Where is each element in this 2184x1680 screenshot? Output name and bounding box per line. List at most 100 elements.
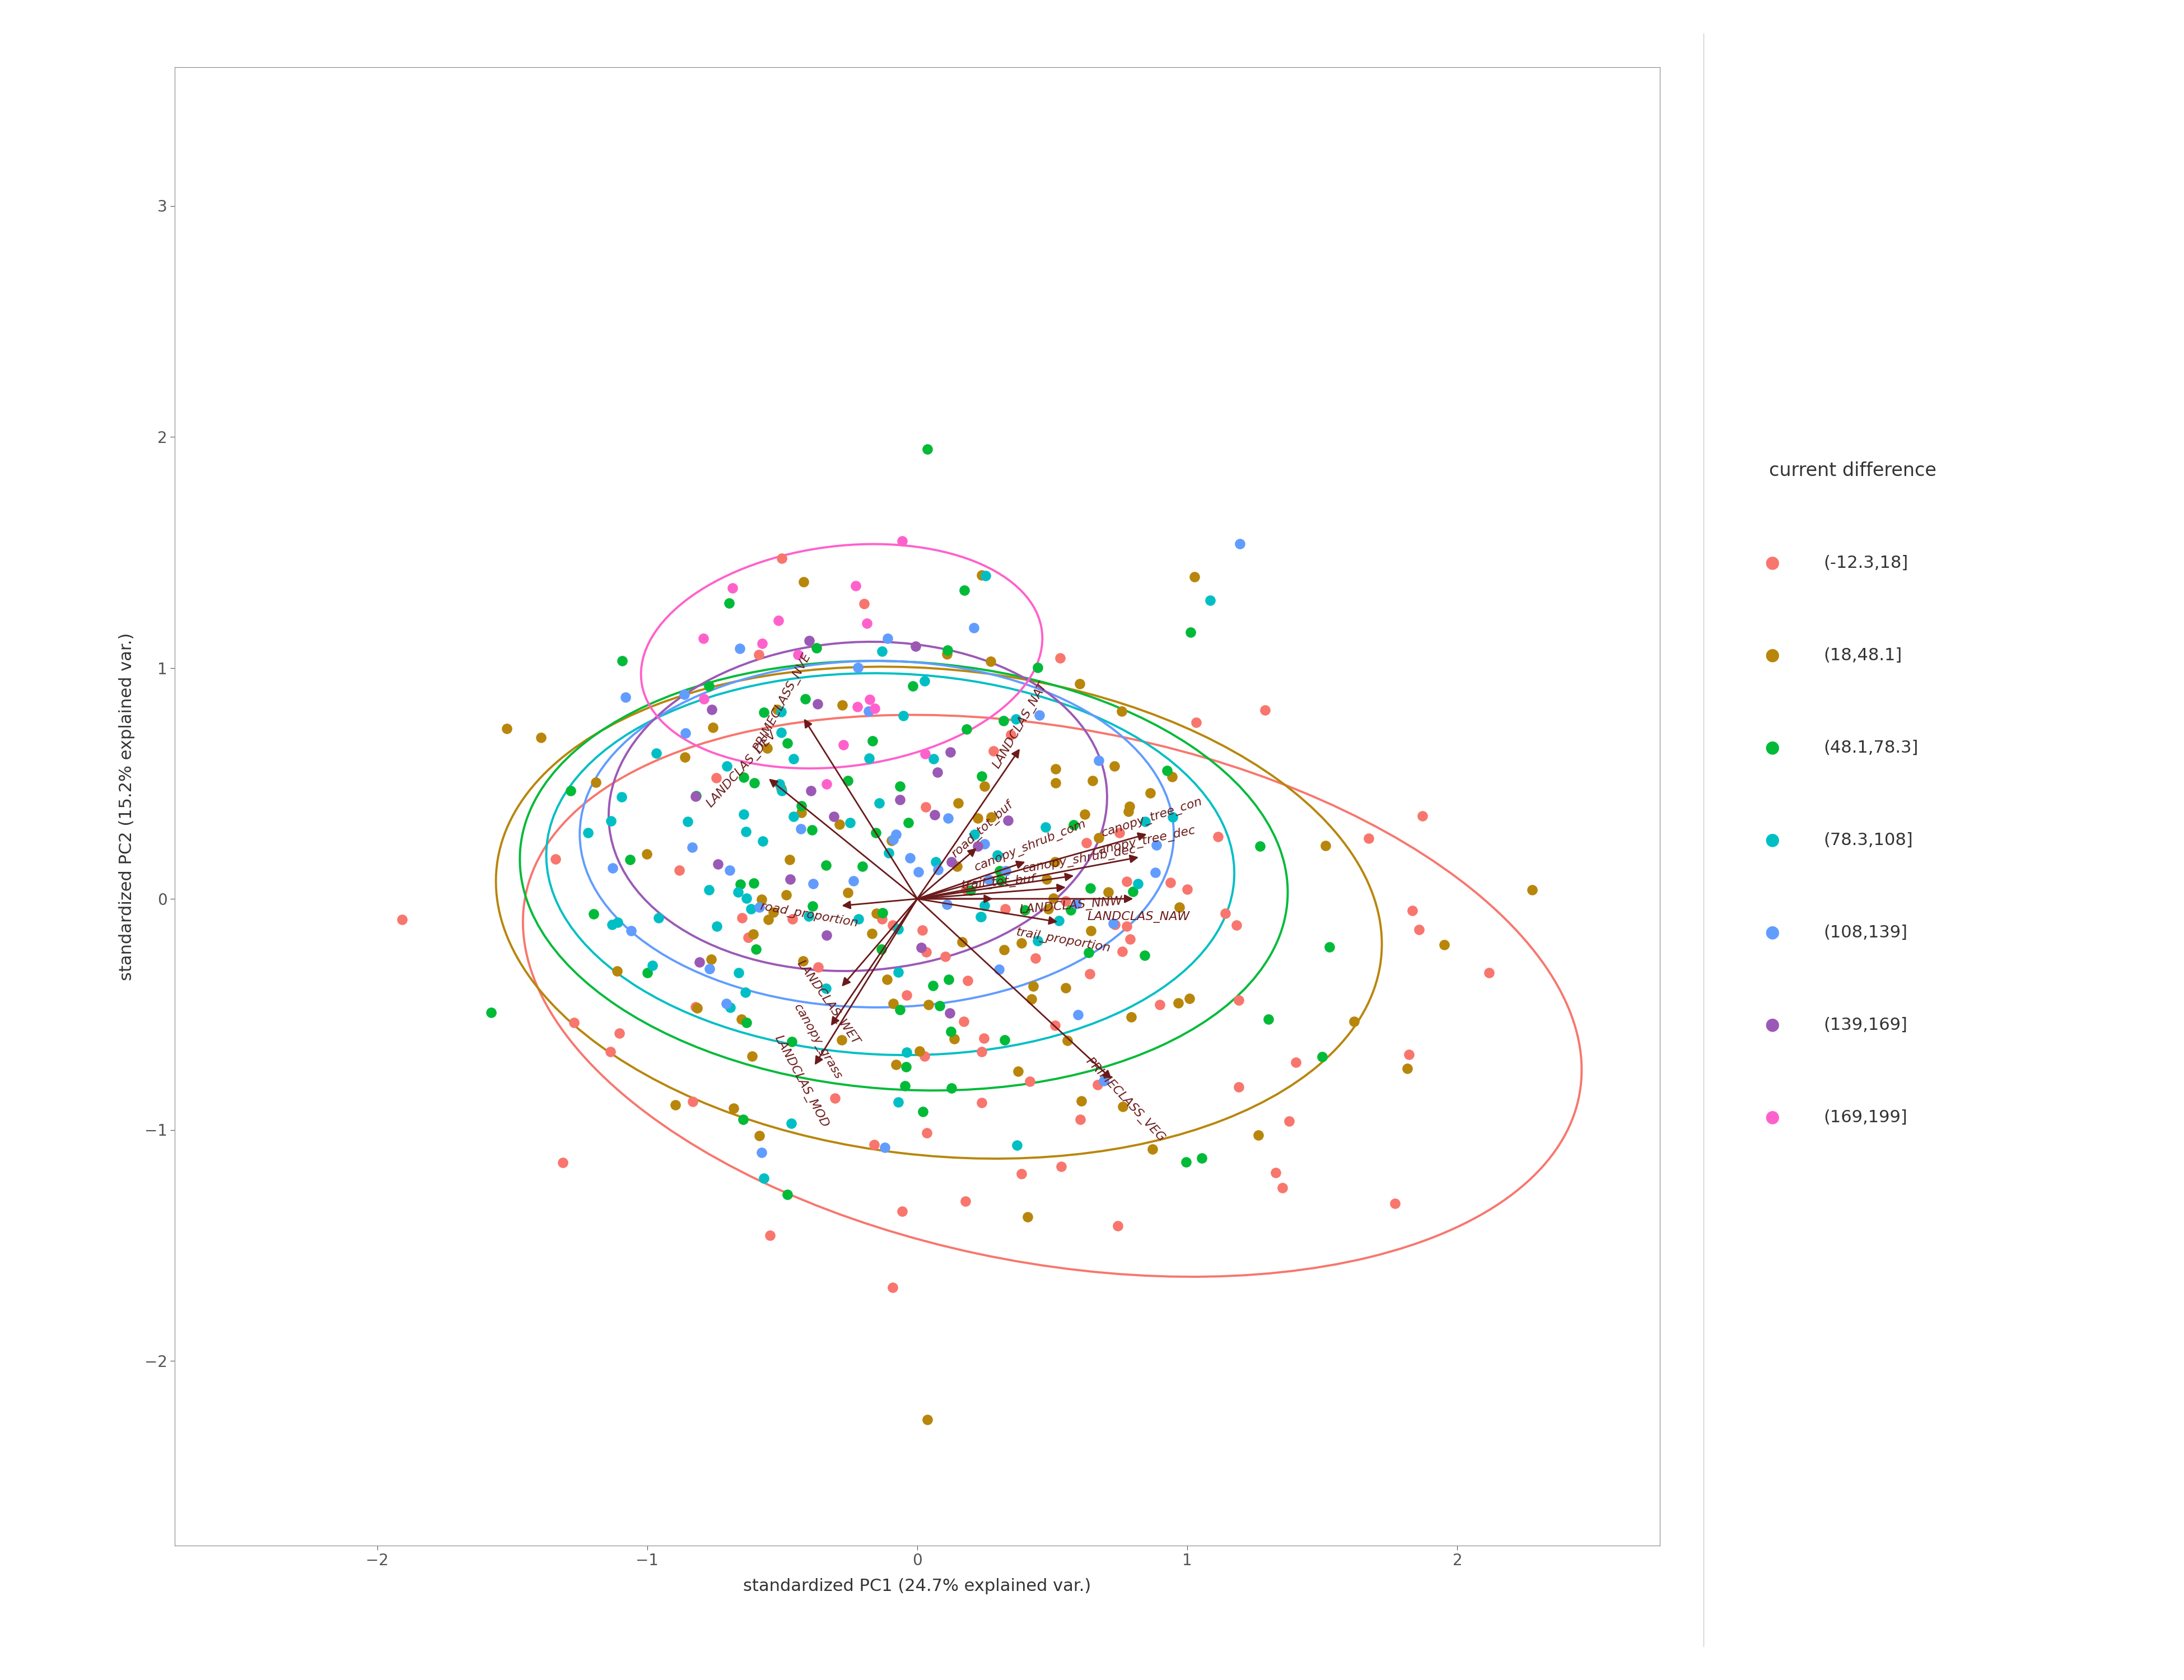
- Text: ●: ●: [1765, 1109, 1780, 1126]
- Point: [1013, 986, 1048, 1013]
- Point: [987, 936, 1022, 963]
- Point: [745, 885, 780, 912]
- Point: [686, 685, 721, 712]
- Text: (139,169]: (139,169]: [1824, 1016, 1907, 1033]
- Point: [596, 855, 631, 882]
- Point: [745, 630, 780, 657]
- Point: [784, 800, 819, 827]
- Point: [1070, 939, 1105, 966]
- Point: [891, 810, 926, 837]
- Point: [764, 699, 799, 726]
- Point: [841, 654, 876, 680]
- Point: [1020, 654, 1055, 680]
- Point: [1173, 618, 1208, 645]
- Point: [1391, 1042, 1426, 1068]
- Point: [830, 879, 865, 906]
- Point: [570, 820, 605, 847]
- Point: [666, 680, 701, 707]
- Point: [983, 867, 1018, 894]
- Point: [1155, 803, 1190, 830]
- Point: [793, 778, 828, 805]
- Point: [917, 801, 952, 828]
- Point: [762, 771, 797, 798]
- Point: [592, 1038, 627, 1065]
- Point: [878, 822, 913, 848]
- Point: [968, 773, 1002, 800]
- Text: (18,48.1]: (18,48.1]: [1824, 647, 1902, 664]
- Point: [961, 833, 996, 860]
- Point: [865, 936, 900, 963]
- Point: [1016, 973, 1051, 1000]
- Point: [736, 921, 771, 948]
- Point: [1061, 1001, 1096, 1028]
- Point: [723, 870, 758, 897]
- Point: [1059, 890, 1094, 917]
- Point: [830, 768, 865, 795]
- Text: (78.3,108]: (78.3,108]: [1824, 832, 1913, 848]
- Point: [692, 672, 727, 699]
- Point: [906, 667, 941, 694]
- Point: [1020, 927, 1055, 954]
- Point: [727, 801, 762, 828]
- Point: [775, 803, 810, 830]
- Point: [795, 816, 830, 843]
- Point: [675, 833, 710, 860]
- Point: [994, 721, 1029, 748]
- Point: [1258, 1159, 1293, 1186]
- Point: [1308, 832, 1343, 858]
- Point: [852, 697, 887, 724]
- Point: [1055, 811, 1090, 838]
- Point: [1112, 793, 1147, 820]
- Point: [930, 890, 965, 917]
- Point: [775, 906, 810, 932]
- Point: [911, 1406, 946, 1433]
- Text: PRIMECLASS_VEG: PRIMECLASS_VEG: [1083, 1055, 1166, 1144]
- Point: [930, 805, 965, 832]
- Point: [981, 956, 1016, 983]
- Point: [911, 991, 946, 1018]
- Point: [1000, 1132, 1035, 1159]
- Point: [1271, 1107, 1306, 1134]
- Point: [972, 867, 1007, 894]
- Point: [773, 1028, 808, 1055]
- Point: [1133, 780, 1168, 806]
- Point: [882, 996, 917, 1023]
- Point: [1142, 991, 1177, 1018]
- Point: [1313, 934, 1348, 961]
- Point: [594, 911, 629, 937]
- Point: [784, 793, 819, 820]
- Point: [876, 912, 911, 939]
- Point: [802, 954, 836, 981]
- Point: [904, 934, 939, 961]
- Text: LANDCLAS_NAT: LANDCLAS_NAT: [992, 680, 1048, 771]
- Point: [950, 716, 985, 743]
- Point: [1184, 1144, 1219, 1171]
- Point: [1037, 756, 1072, 783]
- Point: [961, 805, 996, 832]
- Point: [930, 966, 965, 993]
- Text: road_tot_buf: road_tot_buf: [950, 800, 1016, 860]
- Point: [810, 771, 845, 798]
- Point: [880, 1089, 915, 1116]
- Point: [699, 912, 734, 939]
- Point: [889, 1038, 924, 1065]
- Point: [605, 647, 640, 674]
- Point: [987, 895, 1022, 922]
- Point: [791, 902, 826, 929]
- Point: [1105, 1094, 1140, 1121]
- Text: ●: ●: [1765, 647, 1780, 664]
- Text: canopy_grass: canopy_grass: [791, 1003, 843, 1082]
- Point: [1389, 1055, 1424, 1082]
- Point: [749, 734, 784, 761]
- Point: [725, 1105, 760, 1132]
- Point: [893, 845, 928, 872]
- Point: [712, 590, 747, 617]
- Point: [1138, 858, 1173, 885]
- Point: [603, 783, 638, 810]
- Point: [841, 906, 876, 932]
- Point: [965, 763, 1000, 790]
- Point: [906, 1099, 941, 1126]
- Point: [1081, 825, 1116, 852]
- Point: [784, 815, 819, 842]
- Point: [935, 848, 970, 875]
